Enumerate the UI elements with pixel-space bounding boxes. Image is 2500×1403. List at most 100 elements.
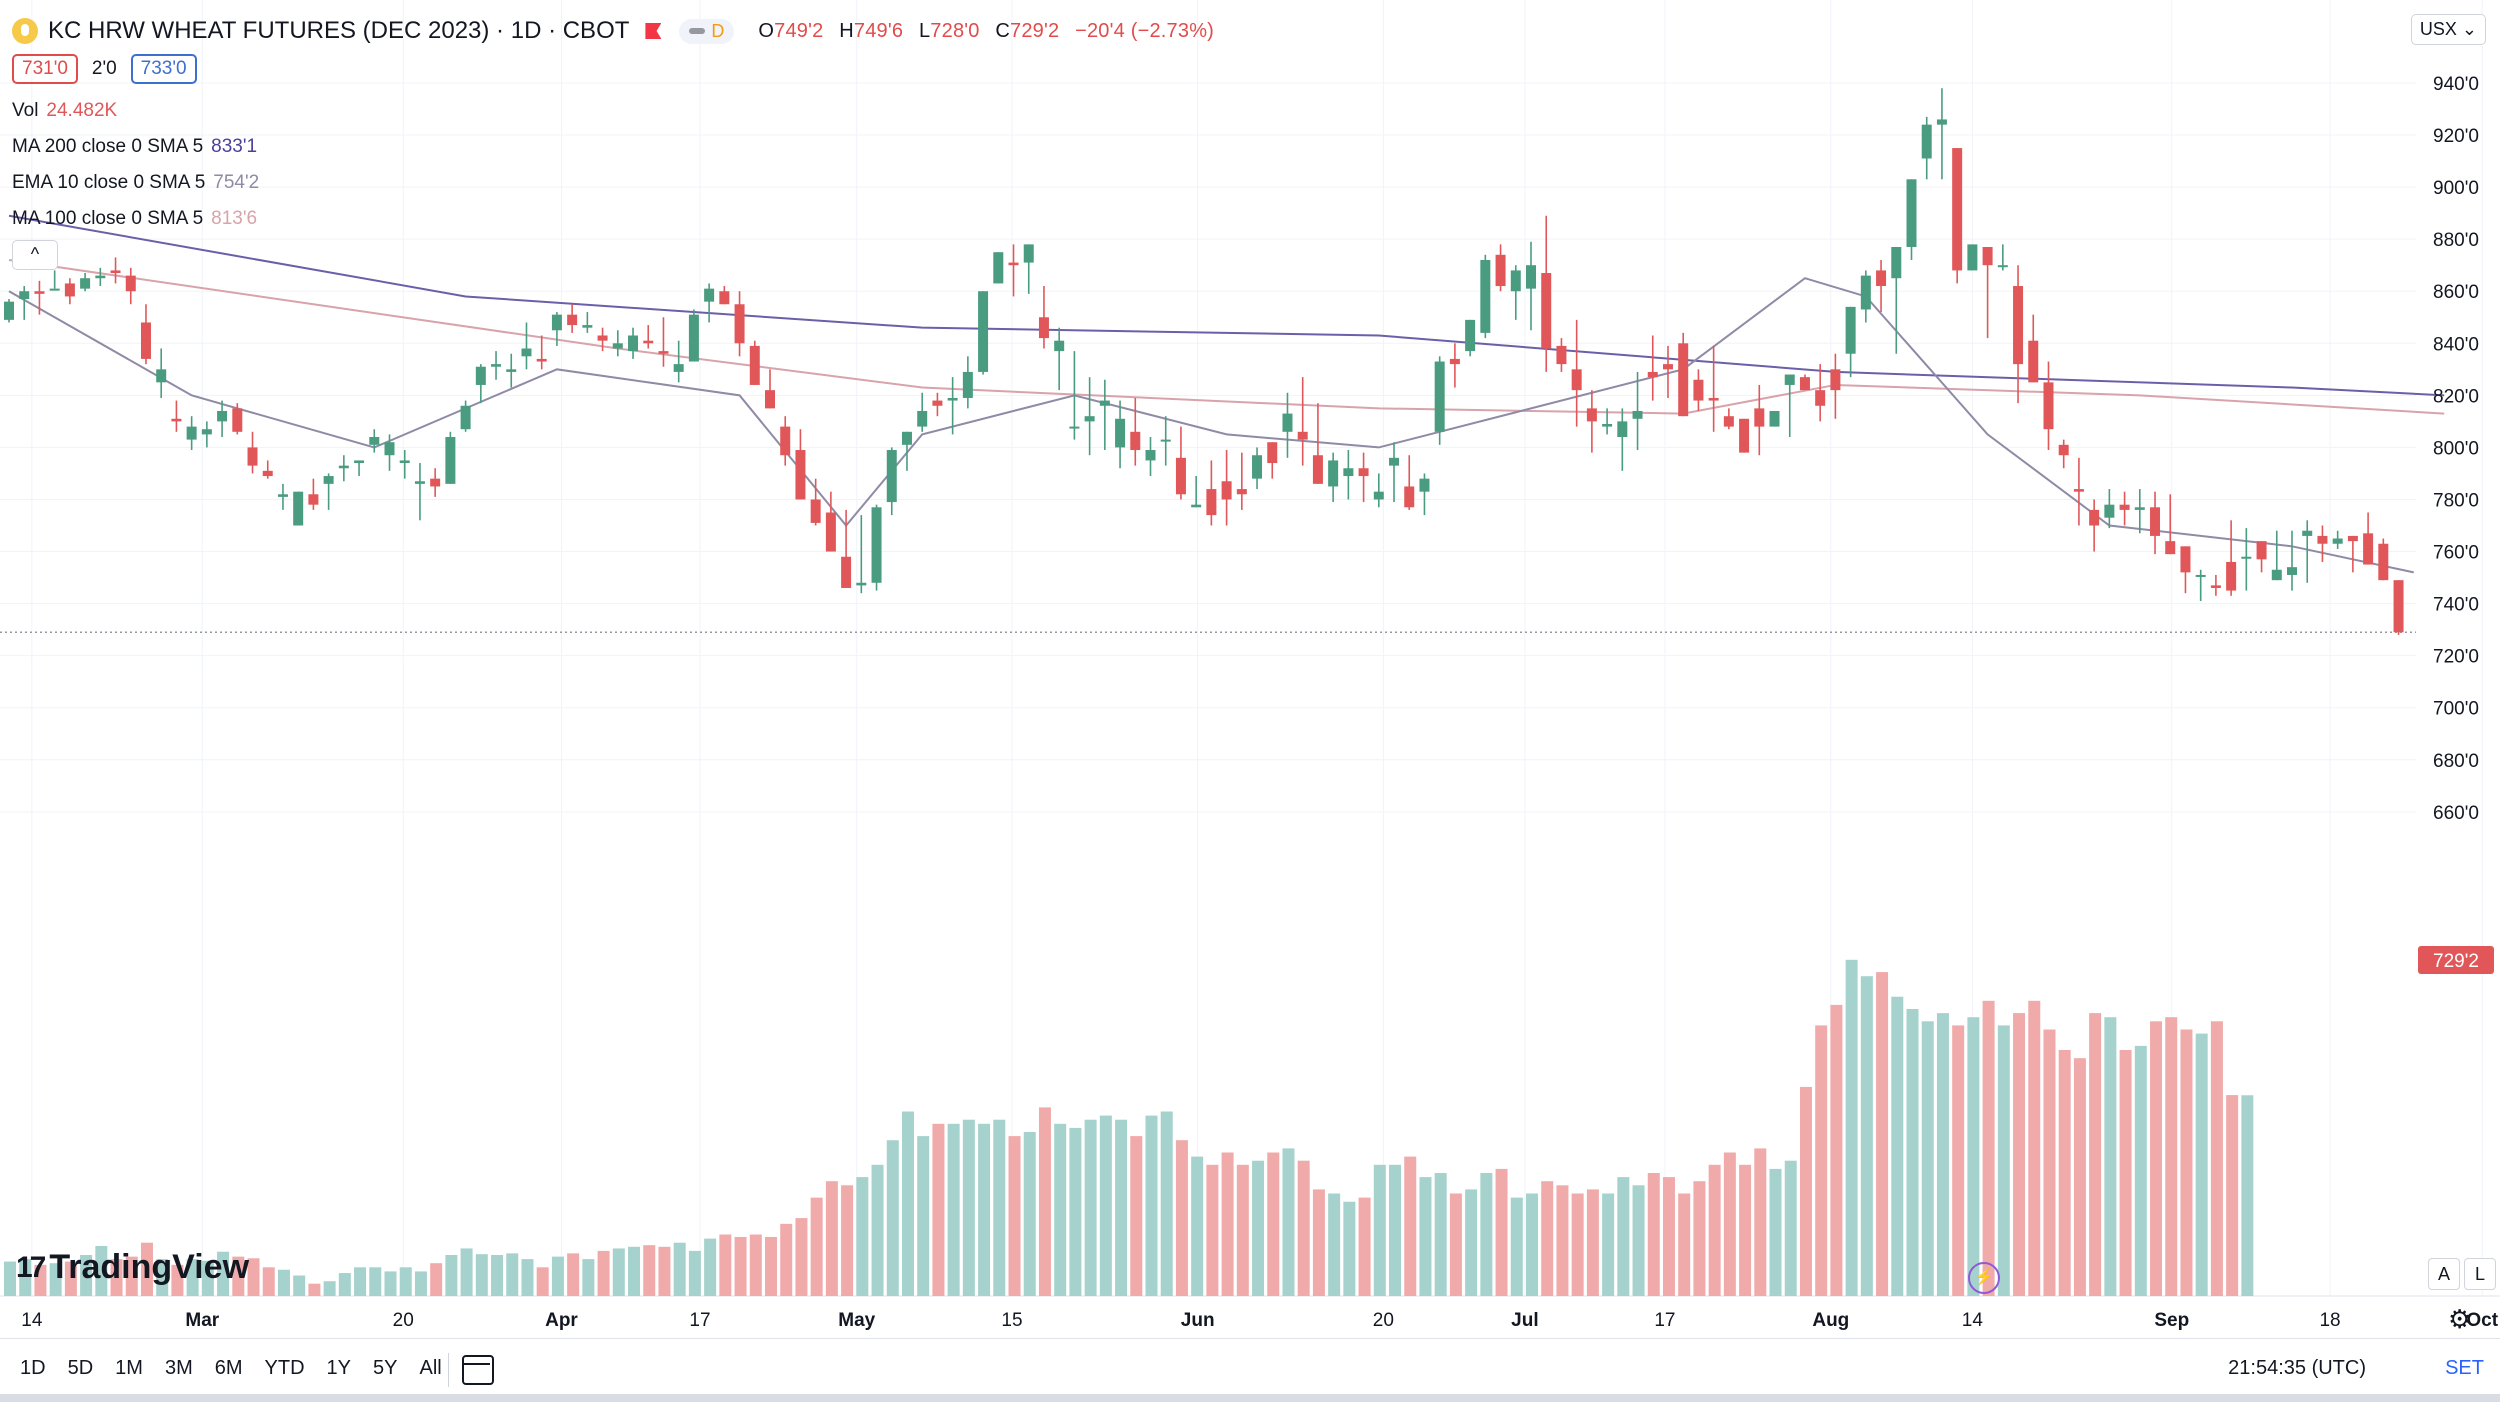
- volume-bar: [1586, 1189, 1599, 1296]
- volume-bar: [643, 1245, 656, 1296]
- tradingview-logo[interactable]: 17 TradingView: [16, 1248, 249, 1287]
- range-3m[interactable]: 3M: [164, 1357, 193, 1379]
- volume-bar: [247, 1258, 260, 1296]
- candle-body: [1054, 340, 1065, 352]
- candle-body: [1678, 343, 1689, 417]
- volume-bar: [1845, 959, 1858, 1296]
- candle-body: [1662, 364, 1673, 370]
- ask-button[interactable]: 733'0: [130, 54, 197, 84]
- candle-body: [2256, 541, 2267, 560]
- range-1y[interactable]: 1Y: [326, 1357, 352, 1379]
- gear-icon[interactable]: ⚙: [2448, 1304, 2472, 1334]
- bid-button[interactable]: 731'0: [12, 54, 78, 84]
- candle-body: [1297, 431, 1308, 440]
- candle-body: [1815, 390, 1826, 406]
- volume-bar: [1602, 1193, 1615, 1296]
- volume-bar: [901, 1111, 914, 1296]
- candle-body: [277, 494, 288, 497]
- volume-bar: [1723, 1152, 1736, 1296]
- grid: [0, 0, 2500, 1297]
- volume-bar: [2226, 1095, 2239, 1296]
- candle-body: [1221, 481, 1232, 500]
- candle-body: [491, 364, 502, 367]
- calendar-icon[interactable]: [462, 1355, 494, 1385]
- candle-body: [1282, 413, 1293, 432]
- volume-bar: [201, 1260, 214, 1296]
- volume-bar: [293, 1275, 306, 1296]
- volume-bar: [1982, 1000, 1995, 1296]
- volume-bar: [658, 1246, 671, 1296]
- candle-body: [1845, 306, 1856, 354]
- lightning-icon[interactable]: ⚡: [1968, 1262, 2000, 1294]
- candle-body: [1267, 442, 1278, 464]
- range-6m[interactable]: 6M: [214, 1357, 243, 1379]
- legend-volume[interactable]: Vol 24.482K: [12, 100, 118, 121]
- time-tick-label: Mar: [185, 1310, 219, 1331]
- volume-bar: [1997, 1025, 2010, 1296]
- candle-body: [49, 288, 60, 291]
- volume-bar: [688, 1250, 701, 1296]
- legend-ma100[interactable]: MA 100 close 0 SMA 5 813'6: [12, 208, 258, 229]
- legend-ema10[interactable]: EMA 10 close 0 SMA 5 754'2: [12, 172, 260, 193]
- symbol-title[interactable]: KC HRW WHEAT FUTURES (DEC 2023) · 1D · C…: [48, 17, 630, 44]
- candle-body: [2058, 444, 2069, 456]
- candle-body: [1130, 431, 1141, 451]
- low-value: 728'0: [930, 19, 980, 42]
- time-axis[interactable]: 14 Mar 20 Apr 17 May 15 Jun 20 Jul 17 Aug 14 Sep 18 Oct: [21, 1310, 2498, 1331]
- legend-ma200[interactable]: MA 200 close 0 SMA 5 833'1: [12, 136, 258, 157]
- candle-body: [719, 291, 730, 305]
- flag-icon[interactable]: [645, 23, 662, 39]
- volume-bar: [917, 1136, 930, 1296]
- volume-bar: [1373, 1164, 1386, 1296]
- candle-body: [2363, 533, 2374, 565]
- price-axis[interactable]: 940'0 920'0 900'0 880'0 860'0 840'0 820'0 800'0…: [2433, 74, 2479, 824]
- change-value: −20'4 (−2.73%): [1075, 19, 1215, 42]
- volume-bar: [993, 1119, 1006, 1296]
- candle-body: [2241, 556, 2252, 559]
- log-scale-button[interactable]: L: [2464, 1258, 2496, 1290]
- range-5d[interactable]: 5D: [67, 1357, 94, 1379]
- volume-bar: [95, 1245, 108, 1296]
- bottom-strip: [0, 1394, 2500, 1402]
- candle-body: [1632, 410, 1643, 419]
- volume-bar: [1267, 1152, 1280, 1296]
- time-tick-label: 17: [689, 1310, 710, 1331]
- candle-body: [1358, 468, 1369, 477]
- candle-body: [1465, 319, 1476, 352]
- candle-body: [978, 291, 989, 372]
- range-1m[interactable]: 1M: [115, 1357, 143, 1379]
- volume-bar: [1236, 1164, 1249, 1296]
- range-all[interactable]: All: [419, 1357, 442, 1379]
- price-tick-label: 660'0: [2433, 803, 2479, 824]
- volume-bar: [1358, 1197, 1371, 1296]
- clock[interactable]: 21:54:35 (UTC): [2228, 1357, 2366, 1379]
- time-tick-label: 20: [1373, 1310, 1394, 1331]
- currency-selector[interactable]: USX ⌄: [2410, 14, 2486, 45]
- candle-body: [2073, 489, 2084, 492]
- chevron-up-icon: ^: [30, 244, 40, 264]
- collapse-legend-button[interactable]: ^: [12, 240, 58, 270]
- volume-bar: [1860, 976, 1873, 1296]
- range-ytd[interactable]: YTD: [264, 1357, 305, 1379]
- volume-bar: [323, 1281, 336, 1296]
- auto-scale-button[interactable]: A: [2428, 1258, 2460, 1290]
- candle-body: [2210, 585, 2221, 588]
- range-5y[interactable]: 5Y: [373, 1357, 398, 1379]
- range-1d[interactable]: 1D: [20, 1357, 46, 1379]
- volume-bar: [1541, 1181, 1554, 1296]
- candle-body: [1419, 478, 1430, 492]
- volume-bar: [765, 1236, 777, 1296]
- candle-body: [125, 275, 136, 292]
- time-tick-label: May: [838, 1310, 875, 1331]
- volume-value: 24.482K: [46, 100, 118, 121]
- volume-bar: [551, 1256, 564, 1296]
- price-tick-label: 860'0: [2433, 282, 2479, 303]
- candle-body: [201, 429, 212, 435]
- candle-body: [1571, 369, 1582, 391]
- last-price-value: 729'2: [2433, 951, 2479, 972]
- candle-body: [1541, 273, 1552, 349]
- market-status-badge[interactable]: D: [679, 18, 735, 44]
- session-button[interactable]: SET: [2445, 1357, 2484, 1379]
- volume-bar: [2089, 1013, 2102, 1296]
